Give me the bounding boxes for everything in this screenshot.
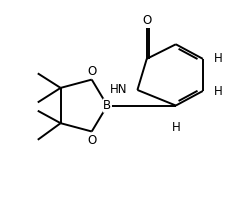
Text: B: B — [103, 99, 111, 112]
Text: O: O — [87, 65, 96, 78]
Text: O: O — [142, 14, 151, 27]
Text: H: H — [171, 121, 180, 134]
Text: O: O — [87, 134, 96, 147]
Text: HN: HN — [110, 83, 127, 97]
Text: H: H — [214, 52, 223, 65]
Text: H: H — [214, 84, 223, 98]
